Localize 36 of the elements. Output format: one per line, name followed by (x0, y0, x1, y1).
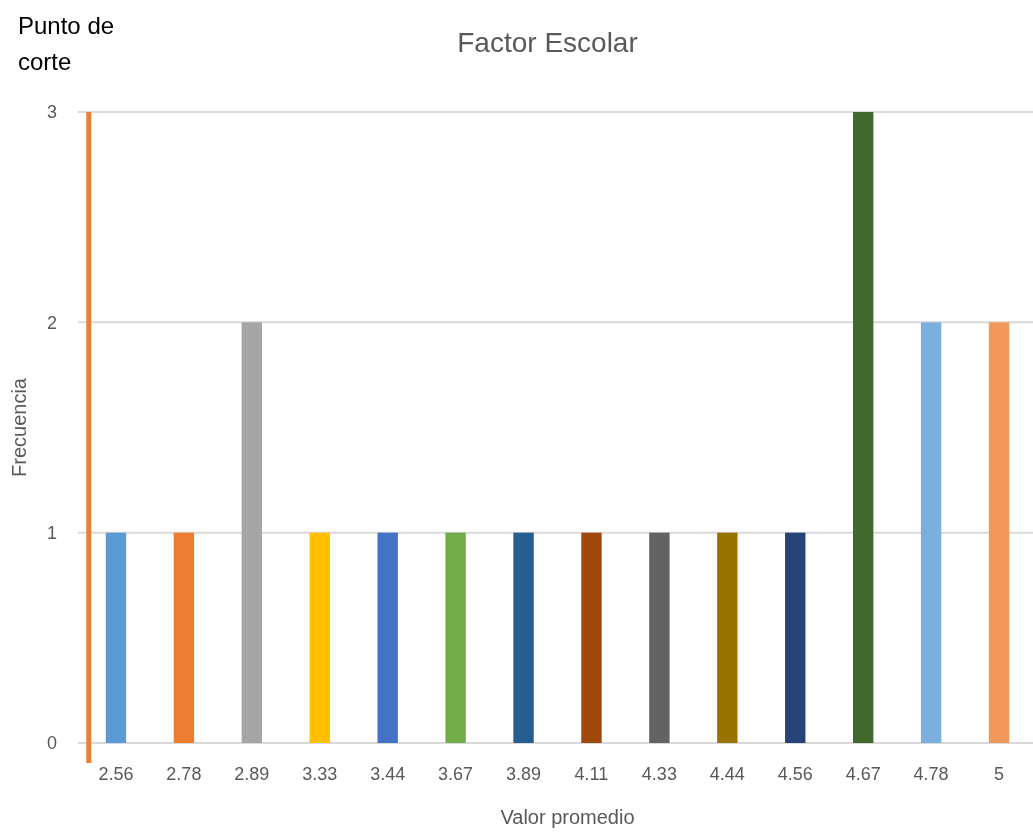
x-tick-label: 3.33 (302, 764, 338, 784)
y-tick-label: 1 (46, 522, 58, 543)
bar (377, 532, 398, 743)
x-tick-label: 3.44 (370, 764, 406, 784)
x-tick-label: 4.67 (845, 764, 881, 784)
y-tick-label: 0 (46, 733, 58, 754)
bar (649, 532, 670, 743)
chart-title: Factor Escolar (457, 27, 638, 58)
bar (581, 532, 602, 743)
bar (105, 532, 127, 743)
bar (717, 532, 738, 743)
x-tick-label: 3.67 (438, 764, 474, 784)
bar (785, 532, 806, 743)
bar (241, 322, 263, 743)
x-tick-label: 5 (994, 764, 1005, 784)
bar (173, 532, 195, 743)
x-tick-label: 4.44 (709, 764, 745, 784)
bar (513, 532, 534, 743)
y-tick-label: 3 (46, 102, 58, 123)
x-tick-label: 4.78 (913, 764, 949, 784)
x-axis-title: Valor promedio (500, 806, 635, 828)
text: Punto de corte (18, 12, 115, 75)
y-tick-label: 2 (46, 312, 58, 333)
bar (920, 322, 942, 743)
x-tick-label: 2.56 (98, 764, 134, 784)
x-tick-label: 4.56 (777, 764, 813, 784)
x-tick-label: 2.89 (234, 764, 270, 784)
x-tick-label: 2.78 (166, 764, 202, 784)
y-axis-title: Frecuencia (8, 377, 30, 477)
bar (309, 532, 330, 743)
bar (445, 532, 466, 743)
x-tick-label: 4.11 (574, 764, 609, 784)
x-tick-label: 4.33 (641, 764, 677, 784)
bar (988, 322, 1010, 743)
bar (852, 112, 874, 743)
x-tick-label: 3.89 (506, 764, 542, 784)
